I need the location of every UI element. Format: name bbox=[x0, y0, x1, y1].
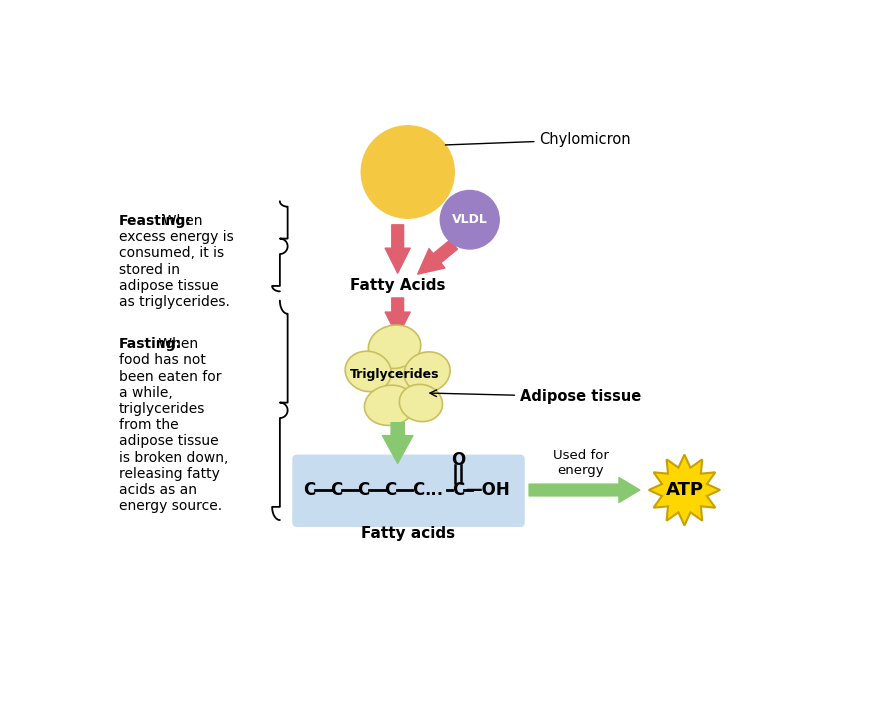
Polygon shape bbox=[648, 454, 720, 526]
Ellipse shape bbox=[365, 385, 416, 425]
Ellipse shape bbox=[368, 325, 421, 368]
Text: VLDL: VLDL bbox=[452, 213, 487, 226]
Text: C: C bbox=[304, 481, 316, 499]
Ellipse shape bbox=[345, 351, 391, 392]
Text: C: C bbox=[452, 481, 465, 499]
Text: Fasting:: Fasting: bbox=[119, 337, 182, 351]
Text: —OH: —OH bbox=[466, 481, 510, 499]
Text: ATP: ATP bbox=[665, 481, 704, 499]
Text: Triglycerides: Triglycerides bbox=[350, 368, 439, 381]
Text: Used for
energy: Used for energy bbox=[553, 449, 608, 477]
Text: Adipose tissue: Adipose tissue bbox=[430, 389, 641, 404]
Text: C: C bbox=[358, 481, 370, 499]
FancyBboxPatch shape bbox=[292, 454, 525, 527]
Text: Chylomicron: Chylomicron bbox=[445, 132, 631, 147]
Text: O: O bbox=[451, 451, 466, 469]
Text: When
excess energy is
consumed, it is
stored in
adipose tissue
as triglycerides.: When excess energy is consumed, it is st… bbox=[119, 214, 234, 309]
Circle shape bbox=[440, 190, 500, 249]
Text: C: C bbox=[331, 481, 343, 499]
Ellipse shape bbox=[399, 384, 443, 422]
Text: Feasting:: Feasting: bbox=[119, 214, 192, 228]
Text: ...: ... bbox=[424, 481, 443, 499]
Text: When
food has not
been eaten for
a while,
triglycerides
from the
adipose tissue
: When food has not been eaten for a while… bbox=[119, 337, 228, 513]
Text: C: C bbox=[385, 481, 397, 499]
Text: C: C bbox=[412, 481, 424, 499]
Text: Fatty Acids: Fatty Acids bbox=[350, 278, 445, 293]
Ellipse shape bbox=[404, 352, 450, 392]
Circle shape bbox=[361, 125, 454, 218]
Ellipse shape bbox=[367, 350, 429, 402]
Text: Fatty acids: Fatty acids bbox=[361, 526, 456, 541]
